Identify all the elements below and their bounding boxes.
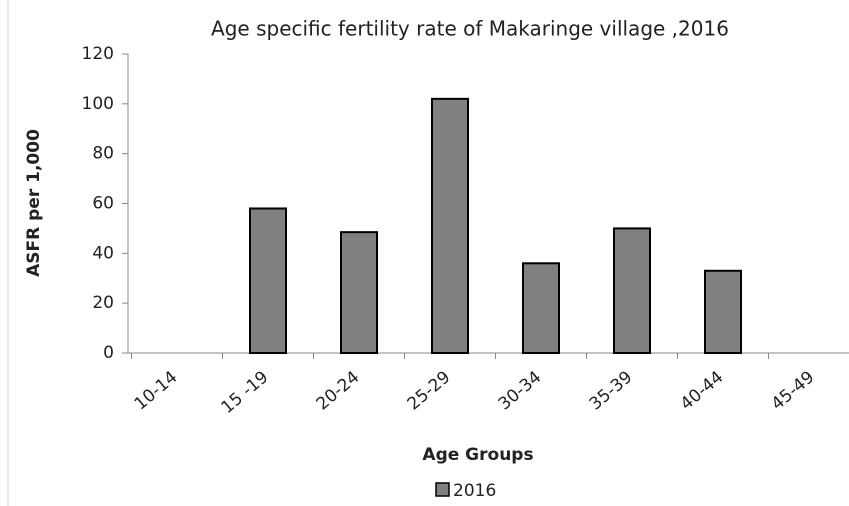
x-tick-label: 35-39 [586,367,637,414]
x-tick-label: 45-49 [768,367,819,414]
bar [613,227,651,355]
bar [249,207,287,354]
x-axis-title: Age Groups [422,445,533,465]
bar [431,97,469,354]
chart-title: Age specific fertility rate of Makaringe… [211,17,729,41]
y-tick-label: 40 [92,243,114,263]
x-tick-label: 40-44 [677,367,728,414]
y-tick-label: 80 [92,144,114,164]
y-tick-label: 0 [103,343,114,363]
x-tick-label: 25-29 [404,367,455,414]
y-tick-label: 60 [92,194,114,214]
bar [704,269,742,354]
y-tick-label: 20 [92,293,114,313]
y-tick-label: 100 [82,94,114,114]
legend-swatch [435,482,450,497]
legend-label: 2016 [453,481,496,501]
bar [522,262,560,354]
y-axis-title: ASFR per 1,000 [24,129,44,277]
bar [340,231,378,354]
x-tick-label: 20-24 [313,367,364,414]
x-tick-label: 15 -19 [218,367,273,418]
x-tick-label: 10-14 [131,367,182,414]
y-tick-label: 120 [82,44,114,64]
x-tick-label: 30-34 [495,367,546,414]
